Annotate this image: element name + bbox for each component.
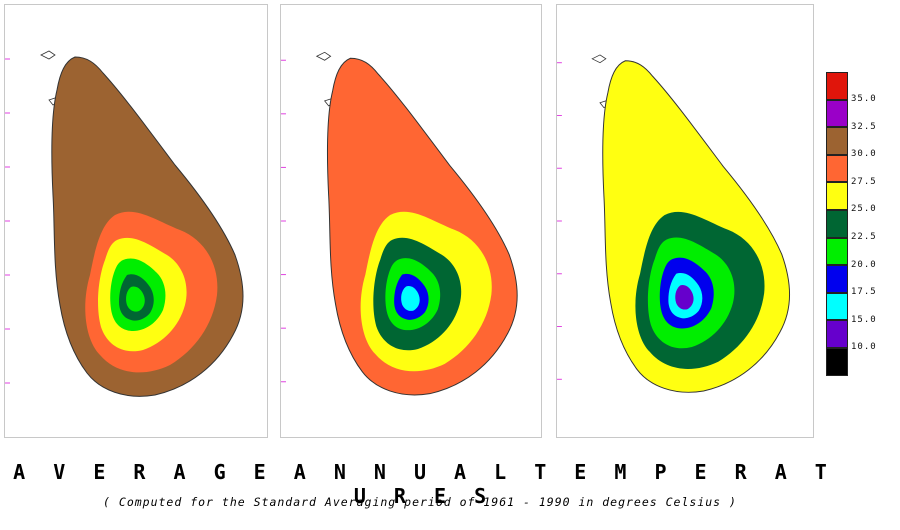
legend-swatch	[826, 237, 848, 266]
temperature-zone	[401, 286, 420, 311]
temperature-zone	[675, 285, 694, 310]
legend-swatch	[826, 265, 848, 293]
islet	[315, 51, 332, 61]
legend-swatch	[826, 72, 848, 100]
legend-label: 32.5	[851, 121, 877, 132]
legend-label: 25.0	[851, 204, 877, 215]
sri-lanka-map-1	[5, 50, 244, 397]
legend-swatch	[826, 99, 848, 128]
legend-label: 10.0	[851, 342, 877, 353]
legend-swatch	[826, 182, 848, 210]
islet	[40, 50, 56, 60]
subtitle: ( Computed for the Standard Averaging pe…	[103, 495, 737, 509]
legend-label: 15.0	[851, 314, 877, 325]
islet	[591, 54, 607, 64]
legend-label: 22.5	[851, 232, 877, 242]
legend-swatch	[826, 292, 848, 321]
legend-label: 35.0	[851, 94, 877, 104]
map-panel-1	[4, 4, 268, 438]
legend-swatch	[826, 154, 848, 183]
legend-swatch	[826, 127, 848, 155]
legend-swatch	[826, 348, 848, 376]
sri-lanka-map-2	[281, 51, 518, 396]
map-panel-3	[556, 4, 814, 438]
legend-label: 27.5	[851, 176, 877, 187]
map-panel-2	[280, 4, 542, 438]
legend-label: 20.0	[851, 259, 877, 270]
legend-label: 17.5	[851, 287, 877, 298]
legend-swatch	[826, 210, 848, 238]
legend-label: 30.0	[851, 149, 877, 160]
legend-swatch	[826, 320, 848, 348]
sri-lanka-map-3	[557, 54, 791, 393]
temperature-legend: 35.0 32.5 30.0 27.5 25.0 22.5 20.0 17.5 15.0 10.0	[826, 72, 892, 382]
temperature-zone	[126, 286, 145, 312]
main-title: A V E R A G E A N N U A L T E M P E R A …	[13, 460, 835, 508]
